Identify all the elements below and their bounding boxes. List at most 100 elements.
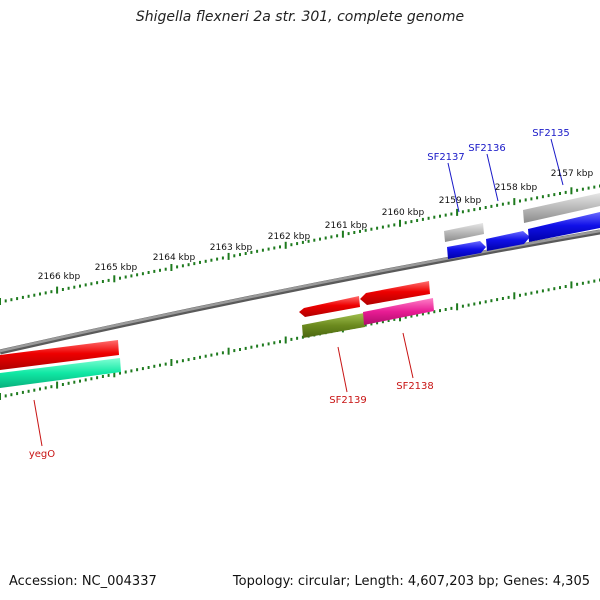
gene-SF2136-blue[interactable] <box>486 231 530 251</box>
ruler-label-2162: 2162 kbp <box>268 232 311 242</box>
inner-ruler-minor-tick <box>559 286 561 290</box>
outer-ruler-minor-tick <box>101 280 104 283</box>
outer-ruler-minor-tick <box>404 221 407 225</box>
outer-ruler-minor-tick <box>90 282 93 286</box>
gene-yegO-teal[interactable] <box>0 358 121 388</box>
outer-ruler-major-tick <box>570 187 573 195</box>
inner-ruler-minor-tick <box>387 319 390 322</box>
inner-ruler-minor-tick <box>553 287 556 291</box>
inner-ruler-minor-tick <box>364 323 367 327</box>
inner-ruler-minor-tick <box>296 336 299 340</box>
inner-ruler-major-tick <box>0 393 1 400</box>
ruler-label-2163: 2163 kbp <box>210 243 253 253</box>
inner-ruler-minor-tick <box>187 358 190 362</box>
outer-ruler-major-tick <box>456 208 459 216</box>
inner-ruler-major-tick <box>227 347 230 355</box>
gene-label-SF2136[interactable]: SF2136 <box>468 143 506 154</box>
inner-ruler-minor-tick <box>130 369 133 373</box>
gene-label-SF2135[interactable]: SF2135 <box>532 128 570 139</box>
inner-ruler-major-tick <box>284 336 287 344</box>
gene-label-SF2138[interactable]: SF2138 <box>396 381 434 392</box>
inner-ruler-minor-tick <box>233 349 236 353</box>
gene-SF2135-blue[interactable] <box>528 212 600 242</box>
outer-ruler-major-tick <box>227 252 230 260</box>
outer-ruler-major-tick <box>56 286 59 294</box>
inner-ruler-minor-tick <box>136 368 139 372</box>
inner-ruler-minor-tick <box>421 312 424 316</box>
gene-SF2139-red[interactable] <box>299 296 360 317</box>
outer-ruler-minor-tick <box>324 236 327 240</box>
inner-ruler-minor-tick <box>256 344 259 348</box>
inner-ruler-minor-tick <box>204 354 207 358</box>
inner-ruler-minor-tick <box>433 310 436 314</box>
inner-ruler-minor-tick <box>524 292 527 296</box>
inner-ruler-minor-tick <box>50 385 53 389</box>
outer-ruler-minor-tick <box>244 252 247 255</box>
leader-SF2135 <box>550 138 564 186</box>
outer-ruler-minor-tick <box>473 208 476 212</box>
outer-ruler-minor-tick <box>153 269 156 273</box>
inner-ruler-minor-tick <box>33 388 36 392</box>
outer-ruler-minor-tick <box>256 249 259 253</box>
gene-SF2138-red[interactable] <box>360 281 430 305</box>
outer-ruler-minor-tick <box>33 293 36 297</box>
inner-ruler-minor-tick <box>581 281 584 285</box>
outer-ruler-minor-tick <box>336 234 339 238</box>
inner-ruler-minor-tick <box>79 379 81 383</box>
outer-ruler-minor-tick <box>279 245 281 249</box>
leader-SF2137 <box>447 162 460 213</box>
outer-ruler-minor-tick <box>330 235 333 239</box>
gene-label-SF2139[interactable]: SF2139 <box>329 395 367 406</box>
outer-ruler-major-tick <box>113 275 116 283</box>
inner-ruler-major-tick <box>513 292 516 300</box>
outer-ruler-minor-tick <box>261 248 264 252</box>
inner-ruler-minor-tick <box>593 279 596 283</box>
leader-SF2139 <box>337 346 348 393</box>
inner-tick-ruler <box>0 278 600 400</box>
outer-ruler-major-tick <box>399 219 401 227</box>
outer-ruler-major-tick <box>513 198 516 206</box>
outer-ruler-minor-tick <box>307 239 310 243</box>
inner-ruler-minor-tick <box>381 320 384 324</box>
outer-ruler-minor-tick <box>10 298 13 302</box>
inner-ruler-minor-tick <box>439 309 441 313</box>
outer-ruler-minor-tick <box>210 258 213 262</box>
inner-ruler-minor-tick <box>73 380 76 384</box>
genome-backbone <box>0 229 600 353</box>
ruler-label-2157: 2157 kbp <box>551 169 594 179</box>
gene-yegO-red[interactable] <box>0 340 119 370</box>
outer-ruler-minor-tick <box>496 203 499 207</box>
ruler-label-2161: 2161 kbp <box>325 221 368 231</box>
outer-ruler-minor-tick <box>250 250 253 254</box>
inner-ruler-minor-tick <box>450 306 453 310</box>
outer-ruler-minor-tick <box>461 210 464 214</box>
inner-ruler-minor-tick <box>61 383 64 386</box>
inner-ruler-minor-tick <box>410 314 413 318</box>
outer-ruler-minor-tick <box>96 281 99 285</box>
inner-ruler-minor-tick <box>216 352 219 356</box>
outer-ruler-minor-tick <box>559 192 561 195</box>
inner-ruler-major-tick <box>56 381 59 389</box>
gene-label-SF2137[interactable]: SF2137 <box>427 152 465 163</box>
gene-SF2139-olive[interactable] <box>302 313 365 338</box>
gene-SF2138-pink[interactable] <box>363 298 434 325</box>
gene-SF2135-gray[interactable] <box>523 193 600 223</box>
inner-ruler-minor-tick <box>101 375 104 378</box>
gene-SF2137-gray[interactable] <box>444 223 484 242</box>
inner-ruler-minor-tick <box>501 297 504 300</box>
gene-label-yegO[interactable]: yegO <box>29 449 55 460</box>
outer-ruler-minor-tick <box>393 223 396 227</box>
outer-ruler-minor-tick <box>301 240 304 244</box>
outer-ruler-minor-tick <box>119 276 121 280</box>
outer-ruler-minor-tick <box>364 228 367 232</box>
outer-ruler-minor-tick <box>187 263 190 267</box>
outer-ruler-minor-tick <box>519 199 521 203</box>
inner-ruler-minor-tick <box>444 308 447 311</box>
inner-ruler-minor-tick <box>199 355 201 359</box>
inner-ruler-minor-tick <box>393 317 396 321</box>
outer-ruler-minor-tick <box>176 265 179 269</box>
outer-ruler-minor-tick <box>193 262 196 266</box>
outer-ruler-minor-tick <box>164 267 167 271</box>
gene-SF2137-blue[interactable] <box>447 241 486 259</box>
